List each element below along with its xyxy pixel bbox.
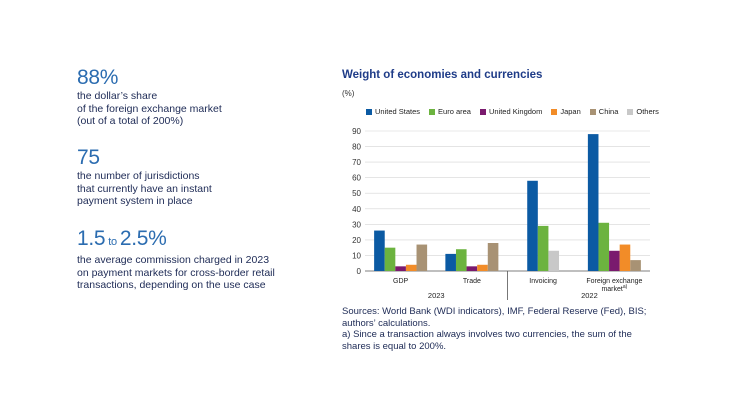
bar-euro-area — [455, 249, 467, 271]
stat-desc-line: the number of jurisdictions — [77, 170, 200, 182]
bar-chart: 0 10 20 30 40 50 60 70 80 90 GDP Trade Invoicing Fore… — [352, 127, 650, 300]
legend-label: Others — [636, 107, 659, 116]
legend-swatch — [366, 108, 372, 115]
stat-desc-line: transactions, depending on the use case — [77, 279, 266, 291]
bar-japan — [405, 264, 417, 271]
legend-item: United Kingdom — [479, 107, 543, 116]
y-tick-label: 30 — [352, 220, 361, 229]
group-year-label: 2022 — [581, 291, 598, 300]
stat-value: 1.5 to 2.5% — [77, 228, 275, 253]
legend-item: Others — [627, 107, 659, 116]
bar-united-states — [374, 230, 385, 271]
legend-item: Euro area — [429, 107, 471, 116]
legend-swatch — [479, 108, 486, 115]
y-tick-label: 80 — [352, 143, 361, 152]
stat-value: 75 — [77, 146, 100, 169]
bar-united-kingdom — [395, 266, 406, 271]
legend-label: United Kingdom — [488, 107, 543, 116]
legend-item: China — [589, 107, 619, 116]
sources-note: Sources: World Bank (WDI indicators), IM… — [342, 306, 662, 352]
legend-swatch — [589, 108, 596, 115]
x-category-label: marketa) — [601, 284, 627, 293]
y-tick-label: 90 — [352, 127, 361, 136]
stat-description: the average commission charged in 2023 o… — [77, 254, 275, 292]
legend-label: United States — [375, 107, 421, 116]
bar-united-kingdom — [609, 250, 620, 271]
bar-china — [630, 260, 641, 271]
bar-japan — [619, 244, 631, 271]
stat-desc-line: that currently have an instant — [77, 182, 212, 195]
legend-item: Japan — [551, 107, 581, 116]
bar-china — [416, 244, 428, 271]
group-year-label: 2023 — [428, 291, 445, 300]
bar-euro-area — [537, 225, 549, 271]
legend-label: Euro area — [438, 107, 471, 116]
x-category-label: Trade — [463, 278, 481, 285]
legend-swatch — [627, 108, 634, 115]
stat-desc-line: (out of a total of 200%) — [77, 115, 184, 127]
stat-desc-line: the average commission charged in 2023 — [77, 254, 270, 266]
bar-china — [487, 243, 499, 271]
chart-legend: United States Euro area United Kingdom Japa… — [366, 107, 659, 116]
bar-united-states — [587, 134, 599, 271]
bar-euro-area — [384, 247, 396, 271]
stat-desc-line: on payment markets for cross-border reta… — [77, 266, 275, 279]
y-tick-label: 60 — [352, 174, 361, 183]
stat-value-from: 1.5 — [77, 227, 106, 250]
stat-commission: 1.5 to 2.5% the average commission charged… — [77, 228, 275, 292]
stat-value-to-word: to — [108, 236, 117, 248]
footnote-a: a) Since a transaction always involves t… — [342, 329, 632, 352]
bar-united-states — [445, 253, 456, 271]
y-tick-label: 0 — [357, 267, 362, 276]
stat-description: the number of jurisdictions that current… — [77, 170, 212, 208]
sources-text: Sources: World Bank (WDI indicators), IM… — [342, 306, 647, 329]
y-tick-label: 20 — [352, 236, 361, 245]
stat-jurisdictions: 75 the number of jurisdictions that curr… — [77, 147, 212, 208]
footnote-marker: a) — [623, 284, 628, 290]
legend-label: Japan — [560, 107, 581, 116]
legend-swatch — [551, 108, 558, 115]
bar-united-kingdom — [466, 266, 478, 271]
bar-united-states — [527, 180, 538, 271]
stat-desc-line: payment system in place — [77, 195, 193, 207]
y-tick-label: 40 — [352, 205, 361, 214]
bar-others — [548, 250, 560, 271]
stat-value-to: 2.5% — [119, 227, 167, 250]
x-category-label: Invoicing — [529, 278, 557, 285]
stat-desc-line: of the foreign exchange market — [77, 102, 222, 115]
stat-value: 88% — [77, 66, 119, 89]
y-tick-label: 70 — [352, 158, 361, 167]
x-category-label: Foreign exchange — [586, 278, 642, 285]
legend-item: United States — [366, 107, 420, 116]
bar-euro-area — [598, 222, 610, 271]
x-category-label: GDP — [393, 278, 409, 285]
legend-label: China — [598, 107, 619, 116]
bar-japan — [477, 264, 488, 271]
stat-desc-line: the dollar’s share — [77, 90, 158, 102]
legend-swatch — [429, 108, 436, 115]
y-axis-unit: (%) — [342, 89, 355, 98]
chart-title: Weight of economies and currencies — [342, 69, 543, 81]
y-tick-label: 10 — [352, 251, 361, 260]
stat-description: the dollar’s share of the foreign exchan… — [77, 90, 222, 128]
stat-dollar-share: 88% the dollar’s share of the foreign ex… — [77, 67, 222, 128]
y-tick-label: 50 — [352, 189, 361, 198]
